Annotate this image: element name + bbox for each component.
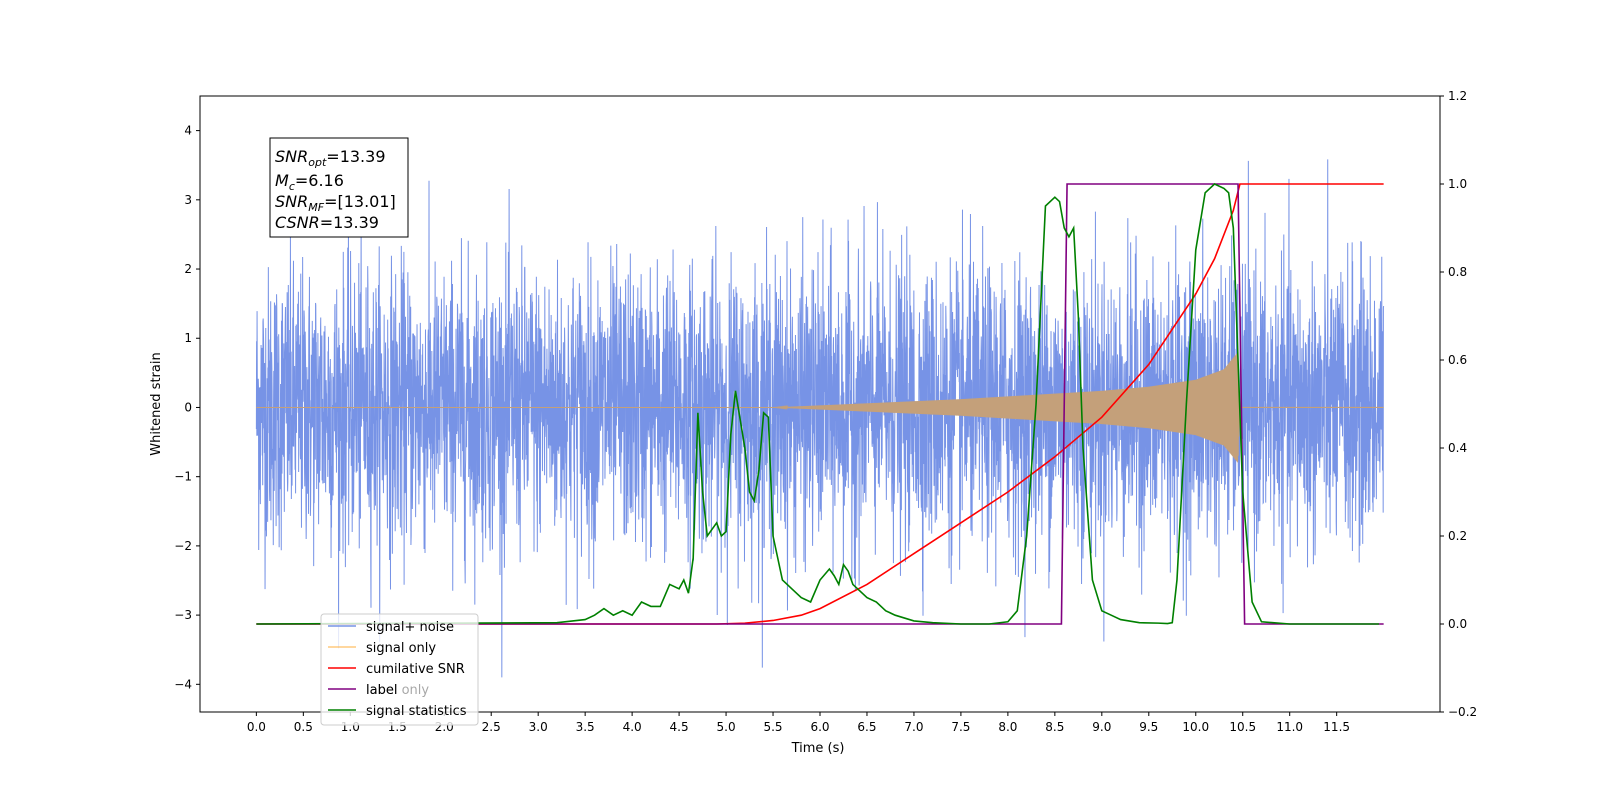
x-tick-label: 4.5: [670, 720, 689, 734]
x-tick-label: 3.0: [529, 720, 548, 734]
x-tick-label: 3.5: [576, 720, 595, 734]
y-right-tick-label: 1.0: [1448, 177, 1467, 191]
legend-frame: [320, 613, 479, 726]
annotation-mc: Mc=6.16: [275, 171, 344, 193]
x-tick-label: 11.0: [1276, 720, 1303, 734]
y-right-tick-label: 0.4: [1448, 441, 1467, 455]
series-line-signal-statistics: [256, 183, 1379, 625]
legend: signal+ noise signal only cumilative SNR…: [320, 613, 479, 726]
y-left-tick-label: −2: [174, 539, 192, 553]
x-tick-label: 10.5: [1229, 720, 1256, 734]
annotation-csnr: CSNR=13.39: [275, 213, 379, 232]
y-left-tick-label: 1: [184, 331, 192, 345]
legend-label-label-only: label only: [366, 683, 429, 698]
x-tick-label: 7.0: [904, 720, 923, 734]
y-left-tick-label: 4: [184, 124, 192, 138]
y-left-tick-label: 3: [184, 193, 192, 207]
annotation-snr-mf: SNRMF=[13.01]: [275, 192, 396, 214]
legend-label-cumulative-snr: cumilative SNR: [366, 662, 465, 677]
y-left-tick-label: 2: [184, 262, 192, 276]
annotation-snr-opt: SNRopt=13.39: [275, 147, 386, 169]
legend-item-signal-statistics: signal statistics: [328, 704, 467, 719]
legend-item-signal-noise: signal+ noise: [328, 620, 454, 635]
legend-item-label: label only label: [328, 683, 429, 698]
series-line-label: [256, 183, 1384, 625]
x-tick-label: 8.0: [998, 720, 1017, 734]
x-tick-label: 6.5: [857, 720, 876, 734]
series-line-signal-only: [256, 352, 1241, 463]
y-left-tick-label: −3: [174, 608, 192, 622]
x-tick-label: 2.5: [482, 720, 501, 734]
x-tick-label: 5.0: [717, 720, 736, 734]
y-right-tick-label: 0.2: [1448, 529, 1467, 543]
x-axis-label: Time (s): [791, 741, 845, 756]
x-tick-label: 0.0: [247, 720, 266, 734]
series-line-cumilative-snr: [256, 183, 1384, 625]
x-tick-label: 10.0: [1182, 720, 1209, 734]
x-tick-label: 11.5: [1323, 720, 1350, 734]
x-tick-label: 7.5: [951, 720, 970, 734]
y-right-tick-label: 0.6: [1448, 353, 1467, 367]
annotation-box: SNRopt=13.39 Mc=6.16 SNRMF=[13.01] CSNR=…: [269, 137, 409, 238]
x-tick-label: 9.5: [1139, 720, 1158, 734]
legend-item-cumulative-snr: cumilative SNR: [328, 662, 465, 677]
x-tick-label: 8.5: [1045, 720, 1064, 734]
legend-label-signal-only: signal only: [366, 641, 436, 656]
x-tick-label: 0.5: [294, 720, 313, 734]
x-tick-label: 5.5: [763, 720, 782, 734]
x-tick-label: 9.0: [1092, 720, 1111, 734]
series-line-signal-noise: [255, 159, 1385, 678]
legend-label-label: label: [366, 683, 397, 698]
legend-label-signal-statistics: signal statistics: [366, 704, 467, 719]
y-left-tick-label: −4: [174, 677, 192, 691]
plot-area: [255, 159, 1385, 678]
y-left-tick-label: 0: [184, 400, 192, 414]
y-right-tick-label: 0.0: [1448, 617, 1467, 631]
y-axis-label-left: Whitened strain: [149, 352, 164, 455]
y-left-tick-label: −1: [174, 470, 192, 484]
legend-label-signal-noise: signal+ noise: [366, 620, 454, 635]
x-tick-label: 4.0: [623, 720, 642, 734]
y-right-tick-label: −0.2: [1448, 705, 1477, 719]
y-right-tick-label: 1.2: [1448, 89, 1467, 103]
y-right-tick-label: 0.8: [1448, 265, 1467, 279]
legend-item-signal-only: signal only: [328, 641, 436, 656]
x-tick-label: 6.0: [810, 720, 829, 734]
